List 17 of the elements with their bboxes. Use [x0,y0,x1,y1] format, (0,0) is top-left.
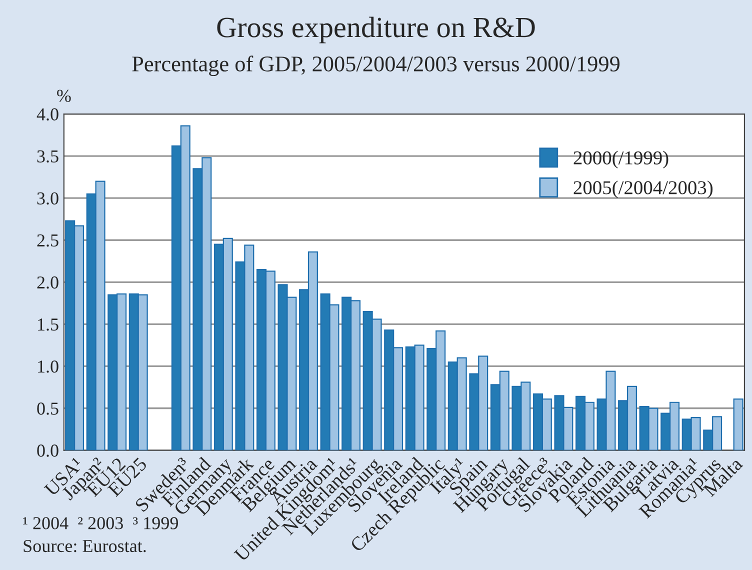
chart-title: Gross expenditure on R&D [217,16,535,44]
y-tick-label: 2.0 [37,276,58,289]
legend-label: 2000(/1999) [574,150,668,168]
y-tick-label: 1.0 [38,360,58,373]
source-note: Source: Eurostat. [24,540,146,552]
chart-subtitle: Percentage of GDP, 2005/2004/2003 versus 2000/1999 [132,56,620,76]
bar [733,398,744,450]
y-tick-label: 4.0 [36,108,58,121]
y-tick-label: 1.5 [38,318,58,331]
y-tick-label: 3.0 [37,192,58,205]
y-tick-label: 0.0 [37,444,58,457]
y-tick-label: 3.5 [37,150,58,163]
y-axis-title: % [57,90,71,102]
legend-label: 2005(/2004/2003) [574,180,713,198]
y-tick-label: 0.5 [37,402,58,415]
text: ¹ 2004 ² 2003 ³ 1999 [23,517,178,530]
y-tick-label: 2.5 [37,234,58,247]
